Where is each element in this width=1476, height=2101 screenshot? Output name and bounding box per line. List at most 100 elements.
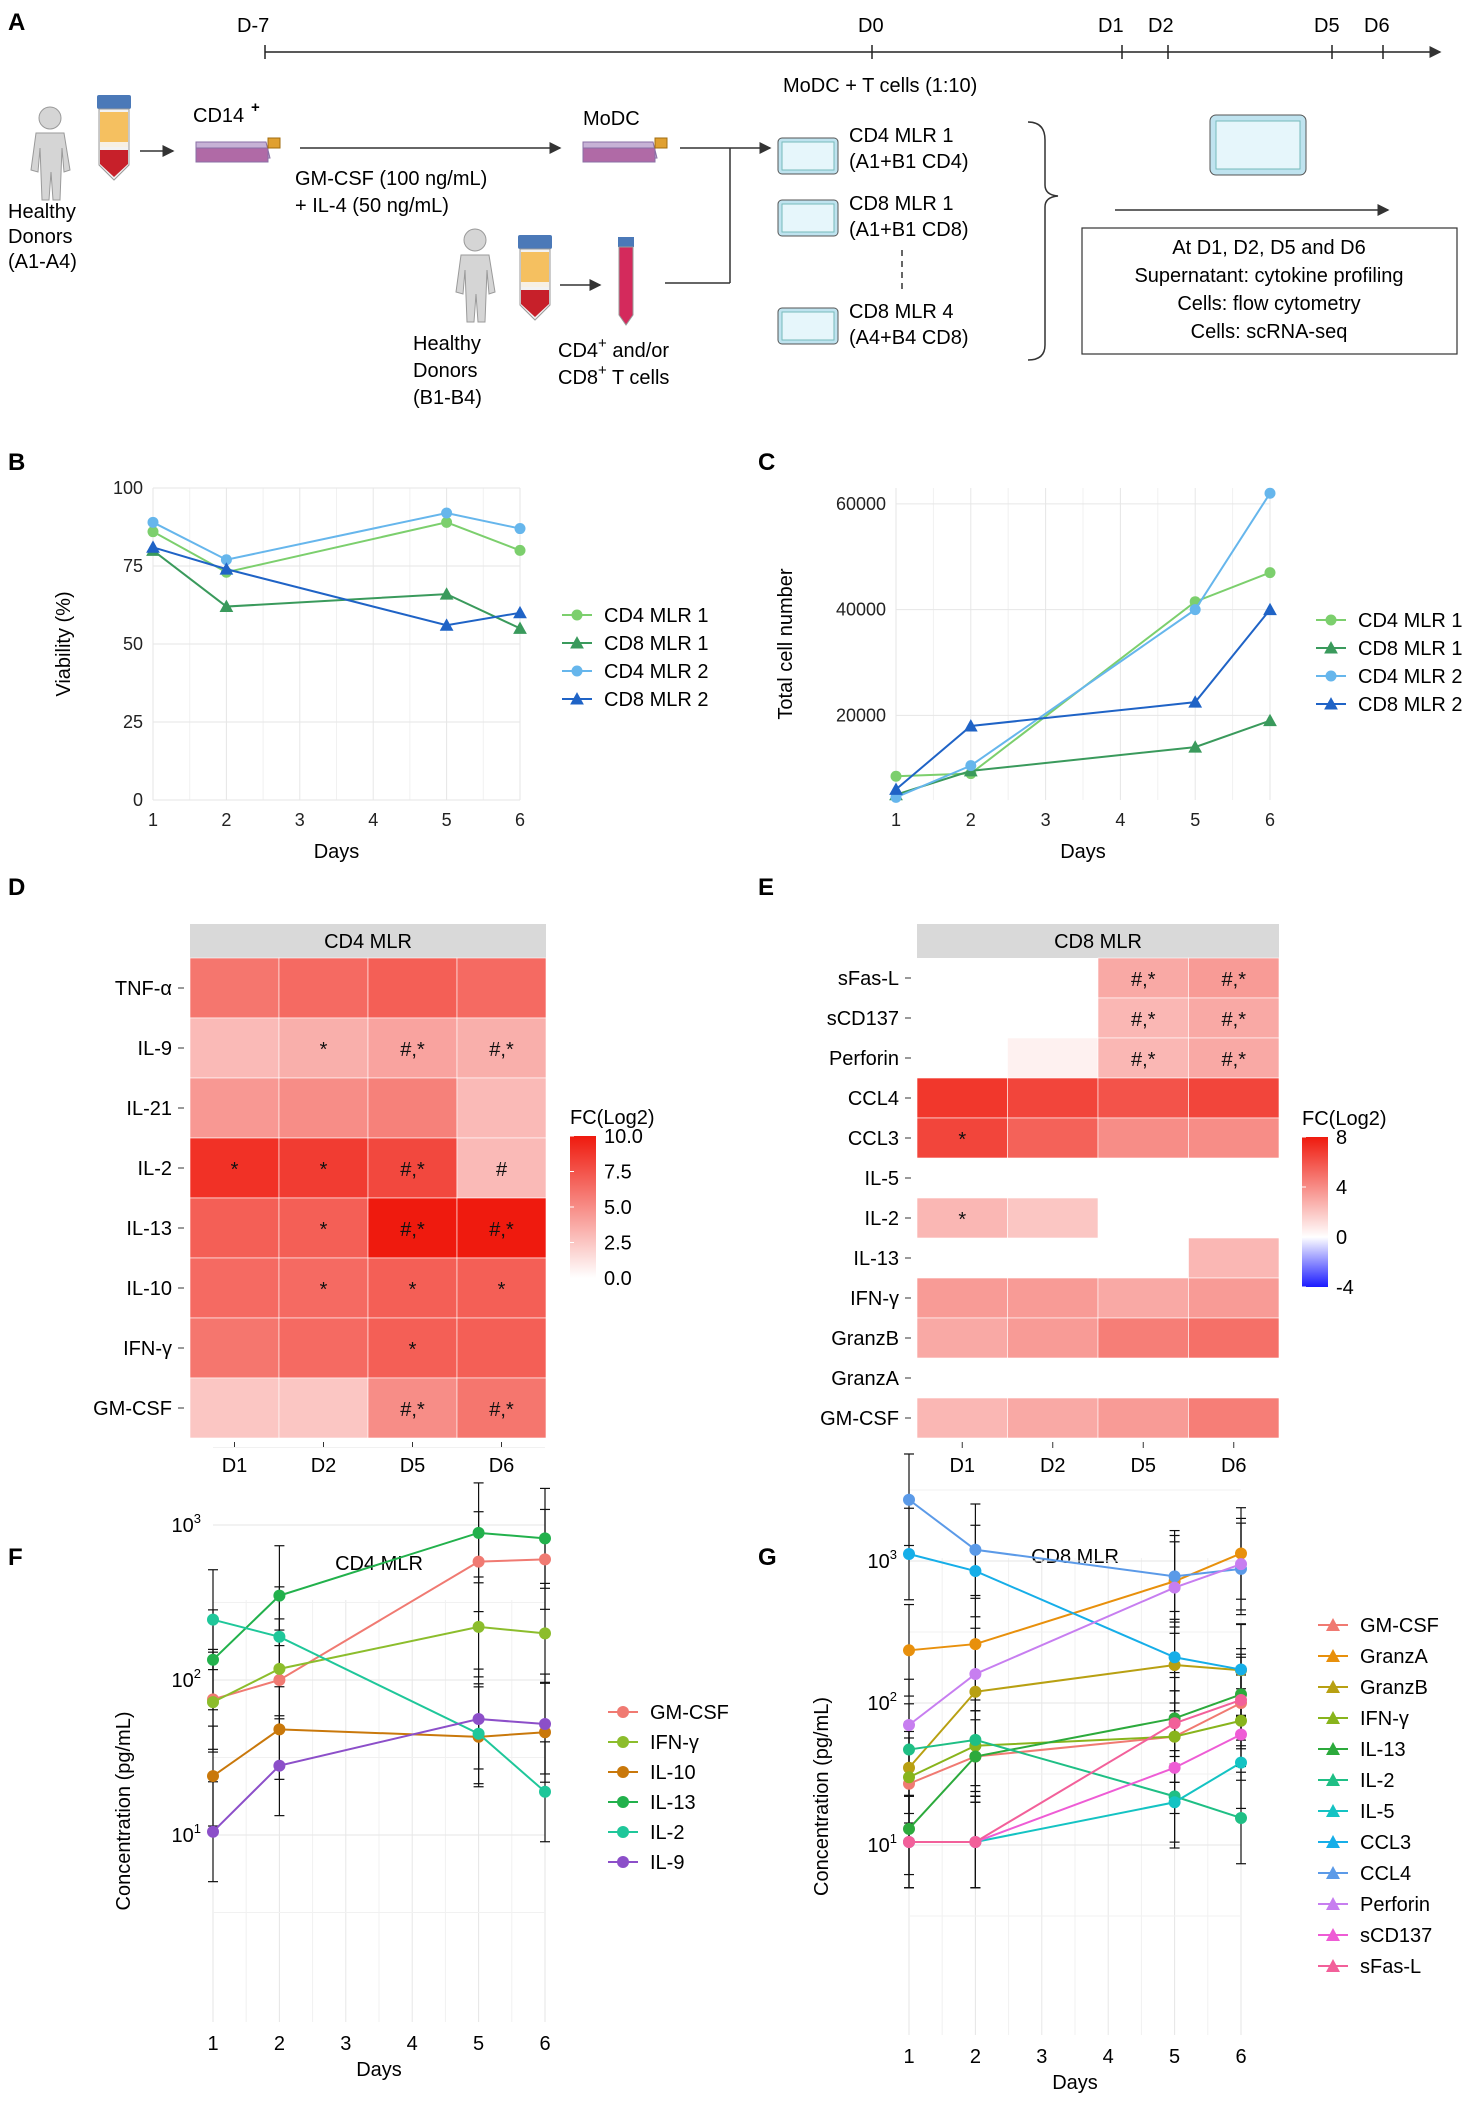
significance-label: #,* <box>1131 969 1156 991</box>
data-point <box>965 760 977 772</box>
series-line <box>895 492 1271 799</box>
heatmap-cell <box>1097 1397 1189 1439</box>
heatmap-cell <box>916 1397 1008 1439</box>
legend-marker <box>571 609 583 621</box>
heatmap-cell <box>278 1317 369 1379</box>
data-point <box>1235 1728 1247 1741</box>
data-point <box>514 544 526 556</box>
legend-label: GM-CSF <box>650 1702 729 1724</box>
y-tick-label: 20000 <box>836 705 886 725</box>
timeline-d1: D1 <box>1098 15 1124 37</box>
series-line <box>908 1563 1242 1726</box>
heatmap-title: CD4 MLR <box>324 931 412 953</box>
heatmap-cell <box>278 957 369 1019</box>
data-point <box>1235 1693 1247 1706</box>
plate-icon <box>777 199 839 237</box>
legend-label: CD4 MLR 1 <box>1358 610 1462 632</box>
x-tick-label: 3 <box>295 810 305 830</box>
data-point <box>539 1532 551 1545</box>
y-tick-label: 75 <box>123 556 143 576</box>
row-label: IFN-γ <box>850 1288 899 1310</box>
x-tick-label: 6 <box>515 810 525 830</box>
donors-a-line2: Donors <box>8 226 72 248</box>
plate-icon <box>1209 114 1307 176</box>
series-line <box>212 1718 546 1833</box>
row-label: IL-5 <box>865 1168 899 1190</box>
donors-a-line1: Healthy <box>8 201 76 223</box>
y-tick-label: 102 <box>868 1689 897 1715</box>
data-point <box>969 1835 982 1848</box>
x-tick-label: 6 <box>1265 810 1275 830</box>
data-point <box>963 719 978 732</box>
data-point <box>889 782 903 795</box>
series-line <box>895 719 1271 796</box>
heatmap-cell <box>1097 1037 1189 1079</box>
heatmap-cell <box>1097 1317 1189 1359</box>
t-cell-tube-icon <box>618 237 634 326</box>
mlr1-line1: CD4 MLR 1 <box>849 125 953 147</box>
y-tick-label: 50 <box>123 634 143 654</box>
heatmap-cell <box>1188 1397 1280 1439</box>
column-label: D2 <box>311 1455 337 1477</box>
y-tick-label: 60000 <box>836 494 886 514</box>
legend-label: IL-13 <box>1360 1739 1406 1761</box>
timeline-d6: D6 <box>1364 15 1390 37</box>
heatmap-cell <box>456 1137 547 1199</box>
significance-label: #,* <box>1222 969 1247 991</box>
panel-label-b: B <box>8 449 25 476</box>
panel-label-g: G <box>758 1544 777 1571</box>
legend-marker <box>1326 1773 1340 1786</box>
data-point <box>1263 602 1277 616</box>
human-figure-icon <box>30 106 71 201</box>
legend-marker <box>617 1736 629 1748</box>
panel-label-e: E <box>758 874 774 901</box>
x-tick-label: 2 <box>970 2046 981 2068</box>
significance-label: * <box>958 1129 966 1151</box>
data-point <box>1235 1558 1247 1571</box>
legend-marker <box>1326 1618 1340 1631</box>
heatmap-cell <box>1007 1077 1099 1119</box>
legend-label: IL-5 <box>1360 1801 1394 1823</box>
heatmap-cell <box>1188 957 1280 999</box>
data-point <box>1168 1796 1181 1809</box>
row-label: IL-2 <box>865 1208 899 1230</box>
significance-label: * <box>409 1279 417 1301</box>
donors-b-line3: (B1-B4) <box>413 387 482 409</box>
cd14-sup: + <box>251 99 260 116</box>
legend-label: IL-2 <box>650 1822 684 1844</box>
mlr2-line1: CD8 MLR 1 <box>849 193 953 215</box>
x-tick-label: 2 <box>966 810 976 830</box>
cd14-label: CD14 <box>193 105 244 127</box>
legend-marker <box>1326 1835 1340 1848</box>
data-point <box>513 605 527 619</box>
scale-tick-label: 8 <box>1336 1127 1347 1149</box>
x-tick-label: 4 <box>368 810 378 830</box>
heatmap-cell <box>189 1137 280 1199</box>
series-line <box>908 1693 1242 1830</box>
significance-label: * <box>231 1159 239 1181</box>
series-line <box>152 521 521 574</box>
data-point <box>147 526 159 538</box>
x-tick-label: 5 <box>473 2033 484 2055</box>
significance-label: * <box>958 1209 966 1231</box>
data-point <box>207 1613 219 1626</box>
legend-label: CD8 MLR 2 <box>604 689 708 711</box>
y-tick-label: 40000 <box>836 600 886 620</box>
data-point <box>1168 1761 1181 1774</box>
x-tick-label: 4 <box>407 2033 418 2055</box>
data-point <box>1168 1730 1181 1743</box>
legend-label: IL-9 <box>650 1852 684 1874</box>
heatmap-cell <box>916 1197 1008 1239</box>
data-point <box>539 1718 551 1731</box>
legend-marker <box>570 636 584 649</box>
legend-label: CD8 MLR 1 <box>1358 638 1462 660</box>
data-point <box>472 1727 485 1740</box>
data-point <box>903 1822 915 1835</box>
legend-marker <box>1326 1897 1340 1910</box>
data-point <box>1168 1651 1181 1664</box>
heatmap-cell <box>456 1257 547 1319</box>
data-point <box>1188 695 1203 708</box>
legend-label: Perforin <box>1360 1894 1430 1916</box>
x-tick-label: 1 <box>903 2046 914 2068</box>
series-line <box>909 1699 1242 1843</box>
